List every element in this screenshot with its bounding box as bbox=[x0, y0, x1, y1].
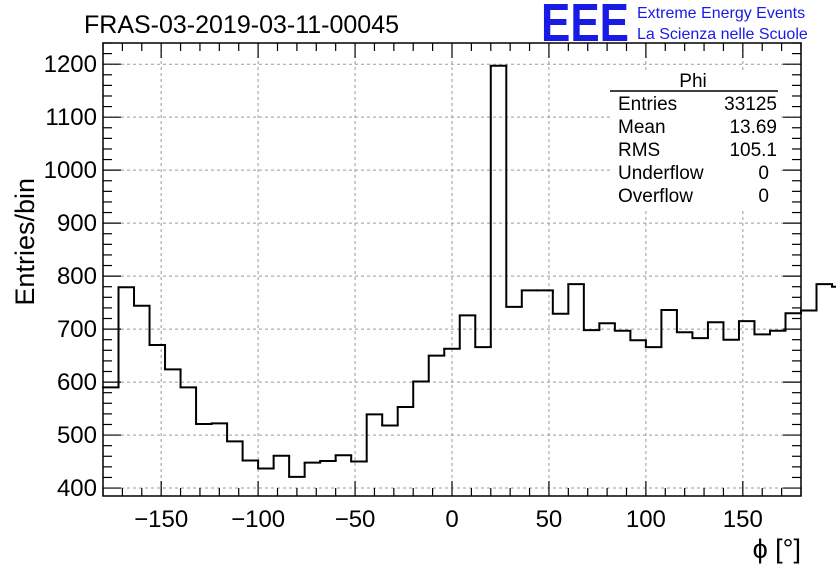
eee-logo: EEE Extreme Energy Events La Scienza nel… bbox=[541, 0, 808, 53]
y-tick-label-7: 1100 bbox=[45, 104, 97, 131]
y-tick-label-5: 900 bbox=[57, 210, 97, 237]
stats-name: Phi bbox=[679, 71, 706, 92]
x-tick-label-1: −100 bbox=[231, 506, 285, 533]
stats-value-underflow: 0 bbox=[758, 163, 769, 184]
stats-value-mean: 13.69 bbox=[729, 117, 777, 138]
stats-label-mean: Mean bbox=[618, 117, 666, 138]
x-tick-label-5: 100 bbox=[626, 506, 666, 533]
grid-lines bbox=[103, 43, 801, 496]
stats-box-background bbox=[610, 70, 780, 210]
stats-value-rms: 105.1 bbox=[729, 140, 777, 161]
histogram-series bbox=[102, 64, 836, 478]
y-axis-label: Entries/bin bbox=[10, 178, 40, 306]
stats-box: Phi Entries 33125 Mean 13.69 RMS 105.1 U… bbox=[610, 70, 780, 210]
y-tick-label-8: 1200 bbox=[44, 51, 97, 78]
stats-label-rms: RMS bbox=[618, 140, 660, 161]
y-tick-label-3: 700 bbox=[57, 316, 97, 343]
y-tick-label-0: 400 bbox=[57, 475, 97, 502]
x-tick-label-2: −50 bbox=[335, 506, 376, 533]
stats-label-overflow: Overflow bbox=[618, 186, 693, 207]
axis-ticks bbox=[102, 42, 802, 496]
stats-value-entries: 33125 bbox=[724, 94, 777, 115]
y-tick-label-2: 600 bbox=[57, 369, 97, 396]
x-tick-label-6: 150 bbox=[723, 506, 763, 533]
logo-line-2: La Scienza nelle Scuole bbox=[637, 26, 808, 43]
chart-title: FRAS-03-2019-03-11-00045 bbox=[84, 11, 399, 39]
logo-line-1: Extreme Energy Events bbox=[637, 5, 805, 22]
stats-label-entries: Entries bbox=[618, 94, 677, 115]
x-axis-label: ϕ [°] bbox=[753, 534, 801, 564]
x-tick-labels: −150 −100 −50 0 50 100 150 bbox=[134, 506, 763, 533]
y-tick-label-6: 1000 bbox=[44, 157, 97, 184]
stats-label-underflow: Underflow bbox=[618, 163, 704, 184]
x-tick-label-3: 0 bbox=[445, 506, 458, 533]
y-tick-labels: 400 500 600 700 800 900 1000 1100 1200 bbox=[44, 51, 97, 502]
logo-mark: EEE bbox=[541, 0, 629, 53]
x-tick-label-0: −150 bbox=[134, 506, 188, 533]
y-tick-label-4: 800 bbox=[57, 263, 97, 290]
x-tick-label-4: 50 bbox=[536, 506, 563, 533]
y-tick-label-1: 500 bbox=[57, 422, 97, 449]
stats-value-overflow: 0 bbox=[758, 186, 769, 207]
